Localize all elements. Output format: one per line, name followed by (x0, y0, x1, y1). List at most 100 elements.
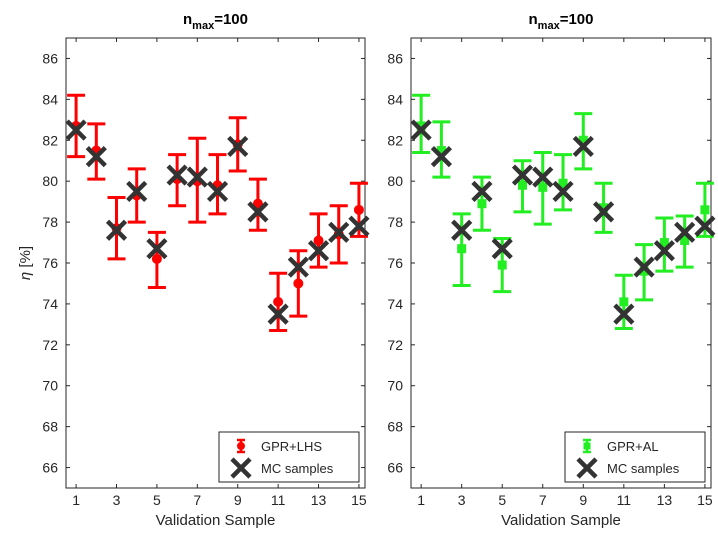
data-point-marker (293, 278, 304, 289)
mc-sample-marker (287, 256, 309, 278)
data-point-marker (578, 135, 588, 145)
legend-errorbar-marker (237, 442, 245, 450)
data-point-marker (680, 236, 690, 245)
title-main: n (529, 11, 538, 28)
errorbar-point (574, 112, 593, 171)
legend-label: MC samples (607, 461, 680, 476)
mc-sample-marker (674, 221, 696, 243)
x-stroke-2 (247, 201, 269, 223)
y-tick-label: 72 (42, 337, 58, 353)
chart-title: nmax=100 (183, 11, 248, 32)
x-tick-label: 5 (153, 492, 161, 508)
data-point-marker (497, 260, 507, 270)
chart-title: nmax=100 (529, 11, 594, 32)
errorbar-point (655, 216, 674, 273)
x-stroke-2 (166, 164, 188, 186)
x-stroke-2 (613, 303, 635, 325)
y-tick-label: 66 (387, 460, 403, 476)
y-tick-label: 84 (42, 91, 58, 107)
x-stroke-2 (451, 219, 473, 241)
y-tick-label: 70 (42, 378, 58, 394)
legend-x-stroke-2 (230, 457, 252, 479)
x-tick-label: 3 (113, 492, 121, 508)
mc-sample-marker (186, 166, 208, 188)
x-stroke-2 (532, 166, 554, 188)
mc-sample-marker (247, 201, 269, 223)
mc-sample-marker (592, 201, 615, 223)
x-tick-label: 13 (657, 492, 673, 508)
x-tick-label: 3 (458, 492, 466, 508)
mc-sample-marker (410, 119, 432, 141)
errorbar-point (412, 93, 431, 155)
mc-sample-marker (633, 256, 655, 278)
errorbar-point (289, 249, 308, 318)
mc-sample-marker (227, 135, 249, 158)
title-subscript: max (538, 20, 561, 32)
data-point-marker (558, 178, 568, 188)
x-stroke-2 (105, 219, 128, 241)
chart-panel-2: 1 3 5 7 9 11 13 156668707274767880828486nmax=10… (387, 11, 716, 529)
errorbar-point (452, 212, 471, 287)
x-stroke-2 (471, 180, 493, 203)
y-axis-unit: [%] (17, 246, 34, 272)
y-axis-symbol: η (17, 272, 34, 280)
x-stroke-2 (694, 215, 716, 237)
x-tick-label: 11 (617, 492, 632, 508)
data-point-marker (457, 244, 467, 254)
mc-sample-marker (206, 180, 229, 203)
x-stroke-2 (410, 119, 432, 141)
x-stroke-2 (307, 240, 330, 262)
x-stroke-2 (85, 146, 107, 168)
errorbar-point (594, 181, 613, 234)
mc-sample-marker (613, 303, 635, 325)
x-stroke-2 (227, 135, 249, 158)
y-tick-label: 80 (387, 173, 403, 189)
y-tick-label: 82 (42, 132, 58, 148)
x-tick-label: 9 (234, 492, 242, 508)
x-tick-label: 7 (539, 492, 547, 508)
plot-area (65, 37, 366, 489)
mc-sample-marker (105, 219, 128, 241)
errorbar-point (614, 273, 633, 330)
data-point-marker (353, 204, 364, 215)
y-tick-label: 74 (42, 296, 58, 312)
x-stroke-2 (491, 238, 513, 260)
x-tick-label: 1 (417, 492, 425, 508)
x-stroke-2 (267, 303, 289, 325)
data-point-marker (517, 180, 527, 190)
x-tick-label: 11 (271, 492, 286, 508)
mc-sample-marker (65, 119, 87, 141)
mc-sample-marker (348, 215, 370, 237)
y-tick-label: 86 (42, 50, 58, 66)
chart-panel-1: 1 3 5 7 9 11 13 156668707274767880828486nmax=10… (17, 11, 370, 529)
x-stroke-2 (348, 215, 370, 237)
y-tick-label: 84 (387, 91, 403, 107)
errorbar-point (635, 243, 654, 302)
legend: GPR+AL MC samples (564, 431, 706, 483)
mc-sample-marker (126, 180, 148, 203)
mc-sample-marker (572, 135, 594, 158)
legend-x-stroke-2 (576, 457, 598, 479)
data-point-marker (659, 238, 669, 248)
errorbar-point (309, 212, 328, 269)
data-point-marker (416, 121, 426, 131)
y-tick-label: 70 (387, 378, 403, 394)
y-tick-label: 82 (387, 132, 403, 148)
mc-sample-marker (267, 303, 289, 325)
errorbar-point (472, 175, 491, 232)
title-main: n (183, 11, 192, 28)
mc-sample-marker (552, 180, 574, 203)
x-tick-label: 7 (193, 492, 201, 508)
x-stroke-2 (511, 164, 534, 186)
errorbar-point (554, 153, 573, 212)
data-point-marker (273, 296, 284, 307)
x-stroke-2 (430, 146, 452, 168)
data-point-marker (700, 205, 710, 215)
errorbar-point (432, 120, 451, 179)
x-axis-label: Validation Sample (156, 512, 276, 529)
x-stroke-2 (146, 238, 168, 260)
legend-label: GPR+AL (607, 439, 659, 454)
data-point-marker (599, 203, 609, 213)
x-stroke-2 (572, 135, 594, 158)
data-point-marker (639, 266, 649, 276)
